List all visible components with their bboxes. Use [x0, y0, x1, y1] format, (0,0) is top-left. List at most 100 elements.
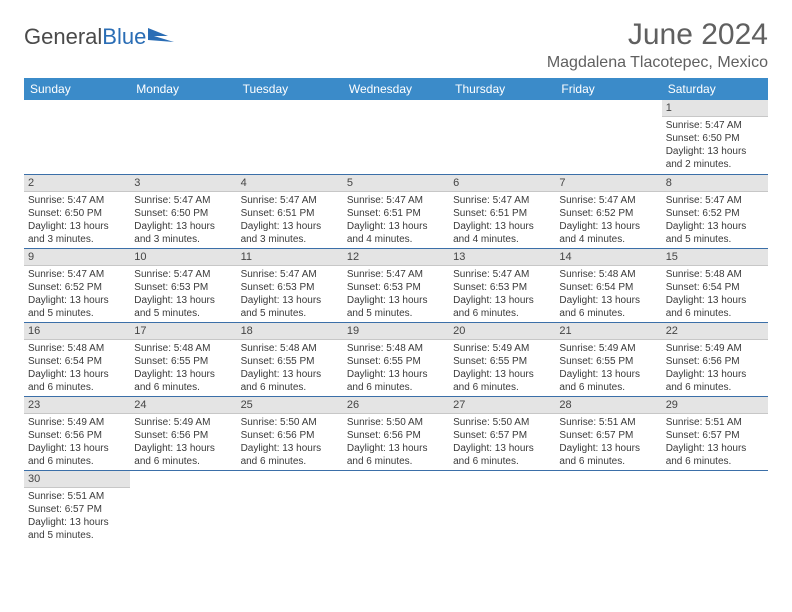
sunrise-line: Sunrise: 5:48 AM [28, 342, 126, 355]
calendar-empty [449, 470, 555, 544]
daylight-line: Daylight: 13 hours and 6 minutes. [28, 368, 126, 394]
day-details: Sunrise: 5:47 AMSunset: 6:51 PMDaylight:… [449, 192, 555, 248]
calendar-day: 7Sunrise: 5:47 AMSunset: 6:52 PMDaylight… [555, 174, 661, 248]
sunrise-line: Sunrise: 5:47 AM [241, 268, 339, 281]
sunrise-line: Sunrise: 5:47 AM [347, 268, 445, 281]
daylight-line: Daylight: 13 hours and 4 minutes. [347, 220, 445, 246]
calendar-day: 28Sunrise: 5:51 AMSunset: 6:57 PMDayligh… [555, 396, 661, 470]
day-number: 15 [662, 249, 768, 266]
sunset-line: Sunset: 6:50 PM [666, 132, 764, 145]
calendar-day: 25Sunrise: 5:50 AMSunset: 6:56 PMDayligh… [237, 396, 343, 470]
sunrise-line: Sunrise: 5:51 AM [559, 416, 657, 429]
day-details: Sunrise: 5:50 AMSunset: 6:56 PMDaylight:… [237, 414, 343, 470]
calendar-empty [343, 100, 449, 174]
day-details: Sunrise: 5:47 AMSunset: 6:51 PMDaylight:… [343, 192, 449, 248]
day-details: Sunrise: 5:47 AMSunset: 6:50 PMDaylight:… [24, 192, 130, 248]
day-number: 11 [237, 249, 343, 266]
sunrise-line: Sunrise: 5:49 AM [559, 342, 657, 355]
sunset-line: Sunset: 6:56 PM [666, 355, 764, 368]
day-number: 2 [24, 175, 130, 192]
calendar-row: 9Sunrise: 5:47 AMSunset: 6:52 PMDaylight… [24, 248, 768, 322]
sunset-line: Sunset: 6:51 PM [241, 207, 339, 220]
day-number: 17 [130, 323, 236, 340]
sunset-line: Sunset: 6:53 PM [241, 281, 339, 294]
calendar-empty [237, 470, 343, 544]
daylight-line: Daylight: 13 hours and 6 minutes. [347, 442, 445, 468]
day-details: Sunrise: 5:51 AMSunset: 6:57 PMDaylight:… [24, 488, 130, 544]
sunrise-line: Sunrise: 5:51 AM [28, 490, 126, 503]
day-number: 14 [555, 249, 661, 266]
day-details: Sunrise: 5:47 AMSunset: 6:52 PMDaylight:… [24, 266, 130, 322]
day-number: 29 [662, 397, 768, 414]
day-number: 16 [24, 323, 130, 340]
calendar-empty [343, 470, 449, 544]
calendar-day: 15Sunrise: 5:48 AMSunset: 6:54 PMDayligh… [662, 248, 768, 322]
calendar-day: 5Sunrise: 5:47 AMSunset: 6:51 PMDaylight… [343, 174, 449, 248]
sunrise-line: Sunrise: 5:48 AM [559, 268, 657, 281]
sunset-line: Sunset: 6:56 PM [241, 429, 339, 442]
daylight-line: Daylight: 13 hours and 3 minutes. [241, 220, 339, 246]
day-number: 7 [555, 175, 661, 192]
weekday-header: Saturday [662, 78, 768, 100]
day-details: Sunrise: 5:47 AMSunset: 6:51 PMDaylight:… [237, 192, 343, 248]
calendar-day: 2Sunrise: 5:47 AMSunset: 6:50 PMDaylight… [24, 174, 130, 248]
calendar-day: 8Sunrise: 5:47 AMSunset: 6:52 PMDaylight… [662, 174, 768, 248]
calendar-empty [555, 470, 661, 544]
header: GeneralBlue June 2024 Magdalena Tlacotep… [24, 18, 768, 72]
sunrise-line: Sunrise: 5:47 AM [559, 194, 657, 207]
sunrise-line: Sunrise: 5:48 AM [134, 342, 232, 355]
day-details: Sunrise: 5:48 AMSunset: 6:54 PMDaylight:… [24, 340, 130, 396]
daylight-line: Daylight: 13 hours and 6 minutes. [559, 442, 657, 468]
calendar-day: 23Sunrise: 5:49 AMSunset: 6:56 PMDayligh… [24, 396, 130, 470]
daylight-line: Daylight: 13 hours and 6 minutes. [453, 294, 551, 320]
sunset-line: Sunset: 6:51 PM [453, 207, 551, 220]
day-number: 26 [343, 397, 449, 414]
day-number: 20 [449, 323, 555, 340]
calendar-empty [24, 100, 130, 174]
logo-text-general: General [24, 24, 102, 50]
day-details: Sunrise: 5:47 AMSunset: 6:52 PMDaylight:… [555, 192, 661, 248]
day-details: Sunrise: 5:47 AMSunset: 6:50 PMDaylight:… [662, 117, 768, 173]
day-number: 10 [130, 249, 236, 266]
day-details: Sunrise: 5:51 AMSunset: 6:57 PMDaylight:… [662, 414, 768, 470]
calendar-day: 19Sunrise: 5:48 AMSunset: 6:55 PMDayligh… [343, 322, 449, 396]
daylight-line: Daylight: 13 hours and 5 minutes. [134, 294, 232, 320]
calendar-row: 1Sunrise: 5:47 AMSunset: 6:50 PMDaylight… [24, 100, 768, 174]
sunrise-line: Sunrise: 5:49 AM [28, 416, 126, 429]
sunrise-line: Sunrise: 5:48 AM [241, 342, 339, 355]
day-details: Sunrise: 5:47 AMSunset: 6:53 PMDaylight:… [130, 266, 236, 322]
daylight-line: Daylight: 13 hours and 4 minutes. [453, 220, 551, 246]
sunrise-line: Sunrise: 5:50 AM [347, 416, 445, 429]
month-title: June 2024 [547, 18, 768, 52]
sunrise-line: Sunrise: 5:47 AM [28, 268, 126, 281]
calendar-day: 11Sunrise: 5:47 AMSunset: 6:53 PMDayligh… [237, 248, 343, 322]
sunrise-line: Sunrise: 5:50 AM [241, 416, 339, 429]
day-details: Sunrise: 5:48 AMSunset: 6:55 PMDaylight:… [130, 340, 236, 396]
sunset-line: Sunset: 6:53 PM [134, 281, 232, 294]
calendar-day: 9Sunrise: 5:47 AMSunset: 6:52 PMDaylight… [24, 248, 130, 322]
calendar-row: 23Sunrise: 5:49 AMSunset: 6:56 PMDayligh… [24, 396, 768, 470]
calendar-empty [130, 470, 236, 544]
daylight-line: Daylight: 13 hours and 6 minutes. [241, 368, 339, 394]
sunrise-line: Sunrise: 5:47 AM [134, 268, 232, 281]
day-details: Sunrise: 5:51 AMSunset: 6:57 PMDaylight:… [555, 414, 661, 470]
daylight-line: Daylight: 13 hours and 6 minutes. [241, 442, 339, 468]
daylight-line: Daylight: 13 hours and 6 minutes. [666, 294, 764, 320]
weekday-header: Wednesday [343, 78, 449, 100]
calendar-day: 22Sunrise: 5:49 AMSunset: 6:56 PMDayligh… [662, 322, 768, 396]
sunset-line: Sunset: 6:54 PM [559, 281, 657, 294]
day-details: Sunrise: 5:47 AMSunset: 6:53 PMDaylight:… [237, 266, 343, 322]
calendar-day: 21Sunrise: 5:49 AMSunset: 6:55 PMDayligh… [555, 322, 661, 396]
day-number: 25 [237, 397, 343, 414]
day-details: Sunrise: 5:49 AMSunset: 6:55 PMDaylight:… [449, 340, 555, 396]
sunrise-line: Sunrise: 5:47 AM [347, 194, 445, 207]
sunset-line: Sunset: 6:56 PM [347, 429, 445, 442]
daylight-line: Daylight: 13 hours and 6 minutes. [559, 294, 657, 320]
day-number: 9 [24, 249, 130, 266]
sunset-line: Sunset: 6:54 PM [666, 281, 764, 294]
weekday-header: Thursday [449, 78, 555, 100]
daylight-line: Daylight: 13 hours and 5 minutes. [666, 220, 764, 246]
sunrise-line: Sunrise: 5:50 AM [453, 416, 551, 429]
calendar-day: 27Sunrise: 5:50 AMSunset: 6:57 PMDayligh… [449, 396, 555, 470]
day-details: Sunrise: 5:50 AMSunset: 6:57 PMDaylight:… [449, 414, 555, 470]
